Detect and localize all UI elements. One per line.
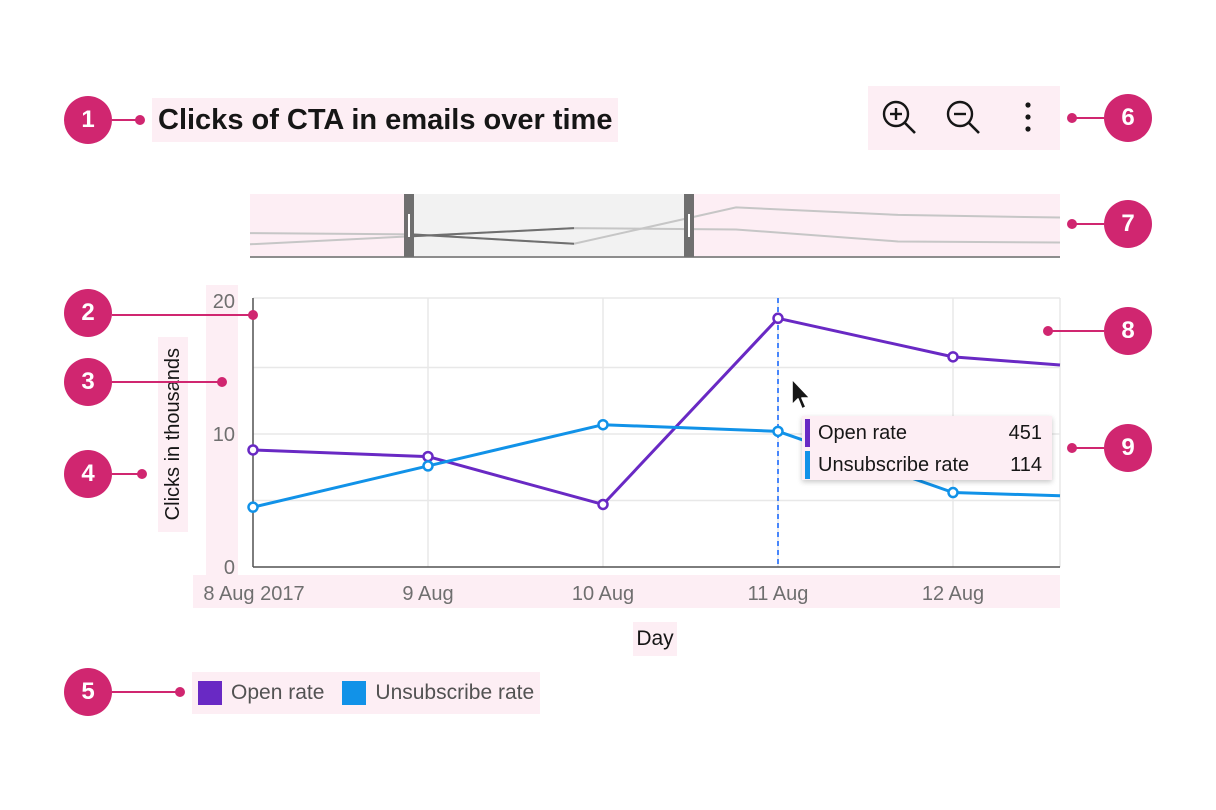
annotation-badge-8: 8	[1104, 307, 1152, 355]
zoom-bar-selection[interactable]	[409, 194, 689, 257]
tooltip-value-unsubscribe-rate: 114	[1010, 454, 1042, 476]
x-axis-ticks: 8 Aug 2017 9 Aug 10 Aug 11 Aug 12 Aug	[203, 583, 984, 605]
annotation-badge-1: 1	[64, 96, 112, 144]
overflow-menu-button[interactable]	[1004, 94, 1052, 142]
legend-label-open-rate: Open rate	[231, 681, 325, 704]
mouse-pointer-icon	[791, 378, 811, 410]
zoom-bar-line-open-rate	[249, 206, 1061, 245]
annotation-badge-6: 6	[1104, 94, 1152, 142]
legend-item-unsubscribe-rate[interactable]: Unsubscribe rate	[342, 681, 534, 705]
tooltip-label-open-rate: Open rate	[818, 422, 907, 444]
x-tick-label: 10 Aug	[572, 583, 634, 605]
data-point-unsubscribe-rate[interactable]	[597, 418, 609, 431]
zoom-bar-selected-line-open-rate	[411, 233, 575, 245]
x-tick-label: 9 Aug	[402, 583, 453, 605]
overflow-menu-icon	[1025, 102, 1031, 132]
data-point-open-rate[interactable]	[947, 351, 959, 363]
data-point-unsubscribe-rate[interactable]	[772, 425, 784, 438]
series-line-unsubscribe-rate	[252, 423, 1061, 509]
tooltip-value-open-rate: 451	[1008, 422, 1042, 444]
x-tick-label: 8 Aug 2017	[203, 583, 304, 605]
annotation-badge-4: 4	[64, 450, 112, 498]
chart-toolbar	[868, 86, 1060, 150]
x-axis-ticks-highlight	[193, 575, 1060, 608]
zoom-in-icon	[882, 100, 916, 134]
x-tick-label: 11 Aug	[748, 583, 809, 605]
y-axis-ticks: 0 10 20	[213, 291, 235, 579]
y-tick-label: 10	[213, 424, 235, 446]
x-axis-title: Day	[633, 622, 677, 656]
data-point-open-rate[interactable]	[247, 444, 259, 456]
series-group	[247, 312, 1061, 513]
annotation-badge-2: 2	[64, 289, 112, 337]
x-tick-label: 12 Aug	[922, 583, 984, 605]
y-tick-label: 20	[213, 291, 235, 313]
y-tick-label: 0	[224, 557, 235, 579]
data-point-unsubscribe-rate[interactable]	[422, 460, 434, 472]
annotation-badge-7: 7	[1104, 200, 1152, 248]
zoom-bar-handle-left[interactable]	[404, 194, 414, 257]
tooltip-label-unsubscribe-rate: Unsubscribe rate	[818, 454, 970, 476]
y-axis-title: Clicks in thousands	[158, 337, 188, 532]
zoom-out-button[interactable]	[940, 94, 988, 142]
data-point-unsubscribe-rate[interactable]	[947, 486, 959, 499]
zoom-out-icon	[946, 100, 980, 134]
data-point-unsubscribe-rate[interactable]	[247, 501, 259, 513]
series-line-open-rate	[252, 316, 1061, 506]
legend: Open rate Unsubscribe rate	[192, 672, 541, 714]
zoom-bar-handle-right[interactable]	[684, 194, 694, 257]
data-point-open-rate[interactable]	[597, 498, 609, 511]
annotation-badge-9: 9	[1104, 424, 1152, 472]
annotation-badge-5: 5	[64, 668, 112, 716]
legend-swatch-unsubscribe-rate	[342, 681, 367, 705]
legend-swatch-open-rate	[198, 681, 222, 705]
zoom-bar-selected-line-unsubscribe-rate	[411, 227, 575, 238]
zoom-in-button[interactable]	[876, 94, 924, 142]
tooltip: Open rate 451 Unsubscribe rate 114	[802, 416, 1052, 480]
y-axis-ticks-highlight	[206, 285, 238, 585]
chart-title: Clicks of CTA in emails over time	[152, 98, 619, 142]
tooltip-row-open-rate: Open rate 451	[802, 418, 1052, 447]
annotation-badge-3: 3	[64, 358, 112, 406]
data-point-open-rate[interactable]	[772, 312, 784, 325]
legend-label-unsubscribe-rate: Unsubscribe rate	[375, 681, 535, 704]
tooltip-color-bar-unsubscribe-rate	[805, 451, 810, 479]
tooltip-row-unsubscribe-rate: Unsubscribe rate 114	[802, 450, 1052, 479]
zoom-bar-line-unsubscribe-rate	[249, 227, 1061, 246]
legend-item-open-rate[interactable]: Open rate	[198, 681, 324, 705]
tooltip-color-bar-open-rate	[805, 419, 810, 447]
